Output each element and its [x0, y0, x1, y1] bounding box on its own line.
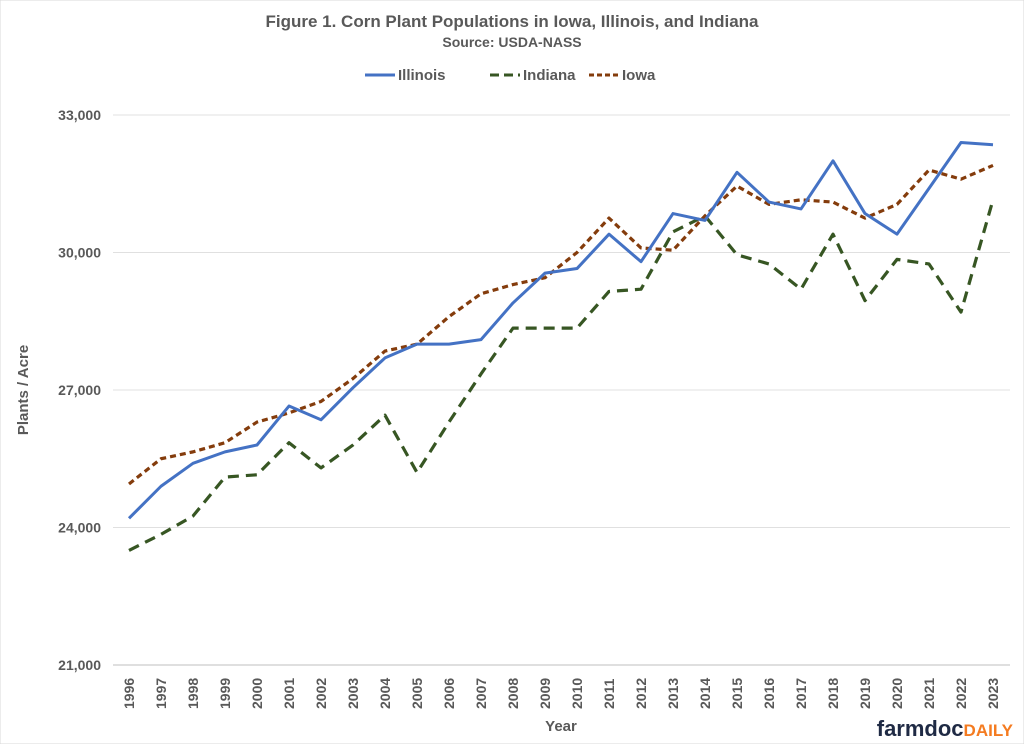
y-tick-label: 30,000 [58, 245, 101, 261]
x-tick-label: 2010 [569, 678, 585, 709]
legend: Illinois Indiana Iowa [365, 67, 656, 84]
x-tick-label: 2006 [441, 678, 457, 709]
x-tick-label: 2014 [697, 678, 713, 709]
x-tick-label: 2022 [953, 678, 969, 709]
series-line-illinois [127, 141, 994, 520]
x-tick-label: 1999 [217, 678, 233, 709]
x-tick-label: 2017 [793, 678, 809, 709]
series-line-indiana [128, 199, 995, 552]
y-tick-label: 27,000 [58, 382, 101, 398]
chart-title: Figure 1. Corn Plant Populations in Iowa… [265, 12, 759, 31]
x-tick-label: 2002 [313, 678, 329, 709]
series-line-iowa [128, 163, 994, 486]
x-tick-label: 2003 [345, 678, 361, 709]
series-lines [127, 141, 995, 552]
x-tick-label: 2007 [473, 678, 489, 709]
x-tick-label: 2012 [633, 678, 649, 709]
y-axis-ticks: 21,000 24,000 27,000 30,000 33,000 [58, 107, 101, 673]
x-tick-label: 2023 [985, 678, 1001, 709]
x-tick-label: 2008 [505, 678, 521, 709]
legend-label: Indiana [523, 67, 576, 84]
legend-label: Iowa [622, 67, 656, 84]
x-tick-label: 2013 [665, 678, 681, 709]
x-tick-label: 2004 [377, 678, 393, 709]
x-tick-label: 1996 [121, 678, 137, 709]
x-tick-label: 2001 [281, 678, 297, 709]
x-tick-label: 2019 [857, 678, 873, 709]
y-tick-label: 24,000 [58, 520, 101, 536]
x-tick-label: 2011 [601, 678, 617, 709]
x-tick-label: 1998 [185, 678, 201, 709]
gridlines [113, 114, 1010, 666]
farmdoc-daily-logo: farmdocDAILY [877, 716, 1014, 741]
x-tick-label: 2021 [921, 678, 937, 709]
x-axis-label: Year [545, 718, 577, 735]
x-tick-label: 2016 [761, 678, 777, 709]
chart-subtitle: Source: USDA-NASS [442, 34, 581, 50]
x-tick-label: 1997 [153, 678, 169, 709]
x-tick-label: 2009 [537, 678, 553, 709]
y-tick-label: 21,000 [58, 657, 101, 673]
x-axis-ticks: 1996 1997 1998 1999 2000 2001 2002 2003 2004 2005… [121, 678, 1001, 709]
x-tick-label: 2020 [889, 678, 905, 709]
x-tick-label: 2015 [729, 678, 745, 709]
y-axis-label: Plants / Acre [15, 345, 32, 435]
x-tick-label: 2000 [249, 678, 265, 709]
y-tick-label: 33,000 [58, 107, 101, 123]
x-tick-label: 2005 [409, 678, 425, 709]
x-tick-label: 2018 [825, 678, 841, 709]
legend-label: Illinois [398, 67, 446, 84]
